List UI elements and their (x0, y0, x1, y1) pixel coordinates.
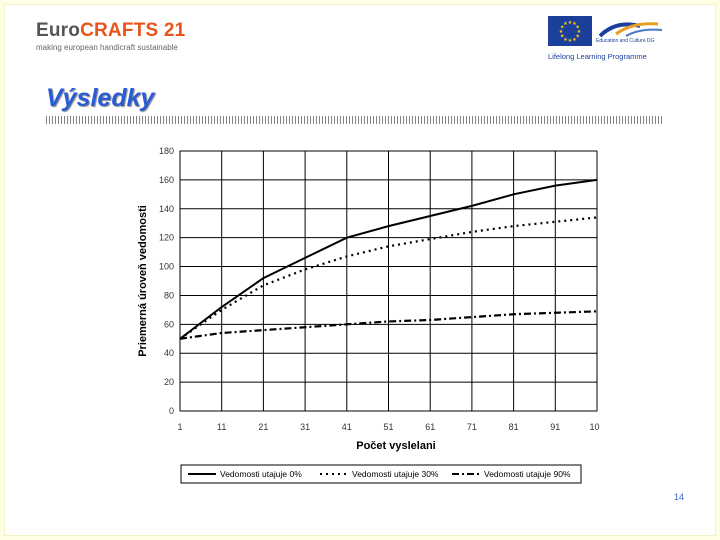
eu-flag-icon: ★ ★ ★ ★ ★ ★ ★ ★ ★ ★ ★ ★ (548, 16, 592, 46)
svg-text:★: ★ (572, 21, 577, 27)
education-culture-text: Education and Culture DG (596, 38, 655, 44)
lifelong-learning-logo: ★ ★ ★ ★ ★ ★ ★ ★ ★ ★ ★ ★ Education and Culture DG… (548, 16, 668, 66)
x-tick-label: 81 (509, 422, 519, 432)
svg-text:★: ★ (568, 38, 573, 44)
legend-label-1: Vedomosti utajuje 0% (220, 469, 302, 479)
x-tick-label: 41 (342, 422, 352, 432)
page-number: 14 (674, 492, 685, 502)
x-axis-label: Počet vyslelani (356, 440, 436, 452)
x-tick-label: 1 (177, 422, 182, 432)
legend-entries: Vedomosti utajuje 0% Vedomosti utajuje 30… (188, 469, 571, 479)
y-tick-label: 100 (159, 262, 174, 272)
y-tick-label: 120 (159, 233, 174, 243)
education-culture-swoosh-icon (598, 22, 663, 38)
y-tick-label: 40 (164, 348, 174, 358)
svg-text:★: ★ (560, 25, 565, 31)
svg-text:★: ★ (563, 21, 568, 27)
svg-text:★: ★ (560, 34, 565, 40)
x-tick-label: 21 (258, 422, 268, 432)
x-axis-ticks: 1112131415161718191101 (177, 422, 600, 432)
eurocrafts-logo-title: EuroCRAFTS 21 (36, 20, 185, 42)
series-line-3 (179, 310, 598, 340)
title-underline-hatch (46, 116, 664, 124)
eu-stars-icon: ★ ★★ ★★★ ★★★ ★★★ (559, 20, 582, 44)
logo-crafts-text: CRAFTS 21 (80, 20, 186, 41)
y-tick-label: 160 (159, 175, 174, 185)
legend: Vedomosti utajuje 0% Vedomosti utajuje 30… (180, 464, 582, 484)
legend-box (180, 464, 582, 484)
logo-euro-text: Euro (36, 20, 81, 41)
svg-text:★: ★ (559, 29, 564, 35)
svg-text:★: ★ (568, 20, 573, 26)
y-tick-label: 0 (169, 406, 174, 416)
x-tick-label: 101 (589, 422, 600, 432)
logo-tagline: making european handicraft sustainable (36, 43, 178, 52)
svg-text:★: ★ (576, 34, 581, 40)
x-tick-label: 71 (467, 422, 477, 432)
x-tick-label: 31 (300, 422, 310, 432)
svg-text:★: ★ (577, 29, 582, 35)
x-tick-label: 91 (550, 422, 560, 432)
eurocrafts-logo: EuroCRAFTS 21 making european handicraft… (36, 20, 185, 52)
x-tick-label: 11 (217, 422, 226, 432)
y-axis-ticks: 0 20 40 60 80 100 120 140 160 180 (159, 146, 174, 416)
x-tick-label: 61 (425, 422, 435, 432)
grid (179, 150, 598, 412)
series-line-1 (179, 178, 598, 340)
y-axis-label: Priemerná úroveň vedomosti (137, 205, 149, 357)
series-lines (179, 178, 598, 340)
legend-label-2: Vedomosti utajuje 30% (352, 469, 439, 479)
programme-name: Lifelong Learning Programme (548, 52, 647, 61)
page-title: Výsledky (46, 84, 155, 112)
svg-text:★: ★ (576, 25, 581, 31)
y-tick-label: 20 (164, 377, 174, 387)
y-tick-label: 80 (164, 290, 174, 300)
y-tick-label: 60 (164, 319, 174, 329)
y-tick-label: 180 (159, 146, 174, 156)
x-tick-label: 51 (383, 422, 393, 432)
svg-text:★: ★ (563, 37, 568, 43)
y-tick-label: 140 (159, 204, 174, 214)
svg-text:★: ★ (572, 37, 577, 43)
legend-label-3: Vedomosti utajuje 90% (484, 469, 571, 479)
